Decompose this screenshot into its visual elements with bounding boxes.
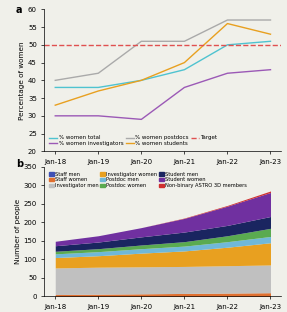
% women students [53, 103, 57, 107]
Target [53, 43, 57, 47]
% women postdocs [226, 18, 229, 22]
Target [96, 43, 100, 47]
% women postdocs [139, 39, 143, 43]
% women investigators [226, 71, 229, 75]
Line: % women total: % women total [55, 41, 270, 87]
% women total [183, 68, 186, 71]
Y-axis label: Number of people: Number of people [15, 199, 21, 264]
% women total [96, 85, 100, 89]
% women postdocs [269, 18, 272, 22]
% women postdocs [53, 79, 57, 82]
% women students [269, 32, 272, 36]
% women postdocs [183, 39, 186, 43]
% women students [139, 79, 143, 82]
% women students [96, 89, 100, 93]
% women total [269, 39, 272, 43]
% women investigators [139, 118, 143, 121]
% women postdocs [96, 71, 100, 75]
Legend: Staff men, Staff women, Investigator men, Investigator women, Postdoc men, Postd: Staff men, Staff women, Investigator men… [47, 169, 249, 190]
% women total [226, 43, 229, 47]
% women total [139, 79, 143, 82]
Line: % women postdocs: % women postdocs [55, 20, 270, 80]
% women students [226, 22, 229, 26]
% women investigators [96, 114, 100, 118]
% women total [53, 85, 57, 89]
Y-axis label: Percentage of women: Percentage of women [19, 41, 25, 119]
Legend: % women total, % women investigators, % women postdocs, % women students, Target: % women total, % women investigators, % … [47, 133, 220, 149]
% women investigators [269, 68, 272, 71]
% women students [183, 61, 186, 65]
Line: % women investigators: % women investigators [55, 70, 270, 119]
Line: % women students: % women students [55, 24, 270, 105]
% women investigators [183, 85, 186, 89]
Text: a: a [16, 5, 23, 15]
% women investigators [53, 114, 57, 118]
Text: b: b [16, 159, 23, 169]
